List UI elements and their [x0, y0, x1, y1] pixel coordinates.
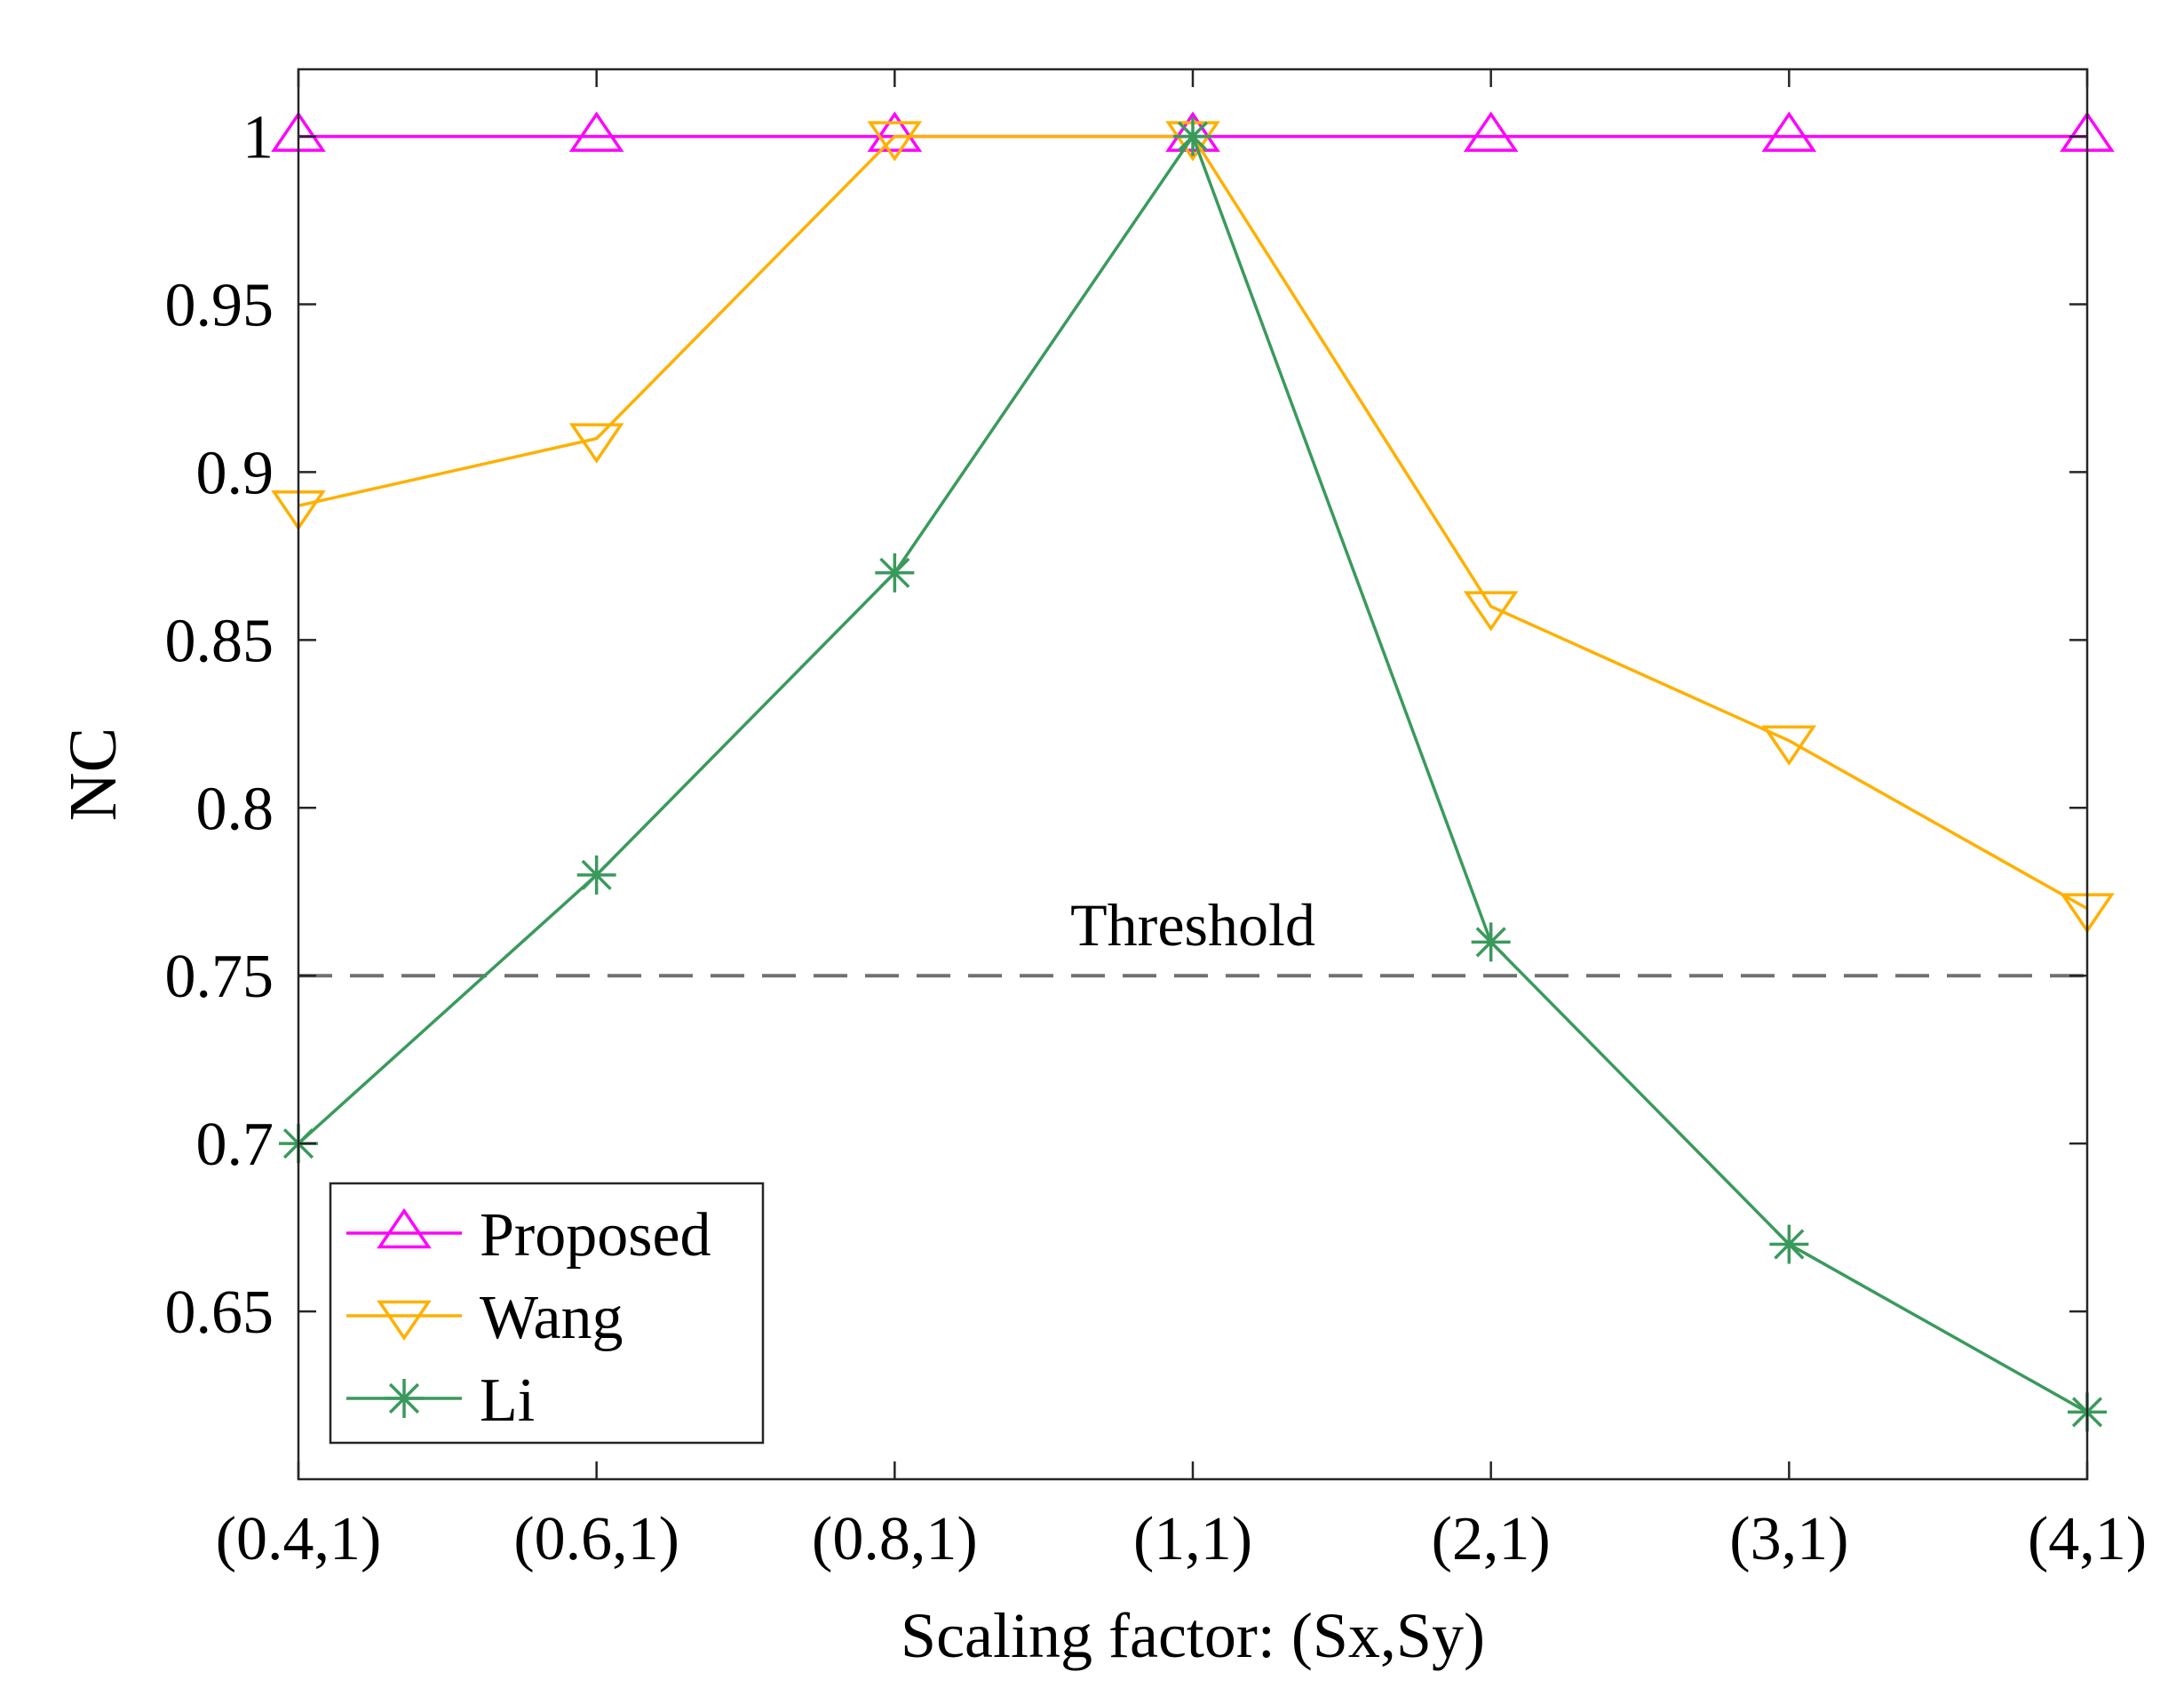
threshold-label: Threshold [1070, 891, 1315, 959]
x-tick-label: (3,1) [1729, 1505, 1848, 1573]
y-axis-title: NC [56, 728, 131, 822]
x-axis-title: Scaling factor: (Sx,Sy) [901, 1600, 1485, 1671]
legend-marker-li [385, 1379, 424, 1418]
y-tick-label: 0.95 [165, 272, 274, 340]
x-tick-label: (1,1) [1133, 1505, 1252, 1573]
data-point-proposed [1761, 111, 1817, 152]
data-point-wang [867, 121, 923, 162]
x-tick-label: (4,1) [2028, 1505, 2147, 1573]
legend-marker-wang [377, 1300, 432, 1342]
x-tick-label: (0.6,1) [513, 1505, 679, 1573]
data-point-wang [568, 423, 624, 464]
data-point-li [1173, 116, 1212, 156]
x-tick-label: (0.8,1) [812, 1505, 978, 1573]
data-point-li [1471, 922, 1511, 962]
legend-label-wang: Wang [480, 1284, 623, 1352]
x-tick-label: (2,1) [1432, 1505, 1551, 1573]
data-point-proposed [1463, 111, 1519, 152]
data-point-proposed [568, 111, 624, 152]
data-point-proposed [867, 111, 923, 152]
data-point-wang [1463, 591, 1519, 632]
legend: Proposed Wang Li [329, 1182, 765, 1445]
data-point-li [875, 553, 915, 593]
y-tick-label: 0.8 [196, 775, 274, 843]
data-point-li [1769, 1224, 1809, 1264]
y-tick-label: 0.65 [165, 1278, 274, 1347]
data-point-li [576, 855, 616, 895]
y-tick-label: 0.9 [196, 439, 274, 507]
x-tick-label: (0.4,1) [216, 1505, 382, 1573]
y-tick-label: 1 [242, 104, 274, 172]
legend-label-proposed: Proposed [480, 1201, 711, 1270]
data-point-wang [1761, 725, 1817, 766]
y-tick-label: 0.7 [196, 1111, 274, 1179]
legend-label-li: Li [480, 1366, 535, 1435]
legend-marker-proposed [377, 1207, 432, 1249]
y-tick-label: 0.85 [165, 607, 274, 675]
y-tick-label: 0.75 [165, 943, 274, 1011]
